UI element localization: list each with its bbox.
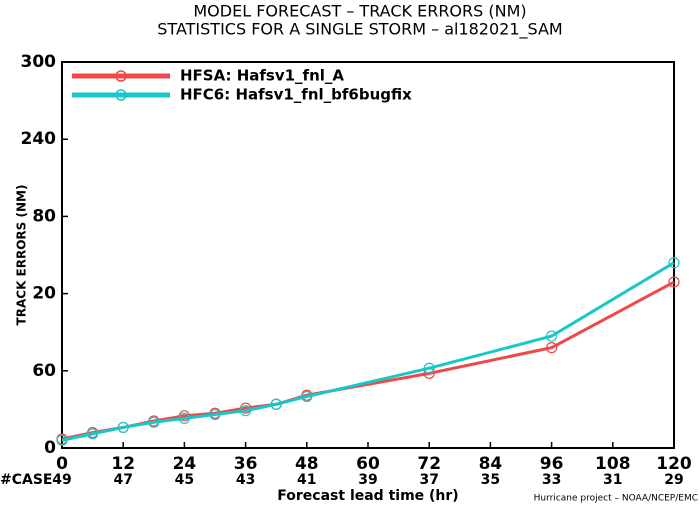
data-point [148, 416, 160, 428]
data-point [301, 390, 313, 403]
data-point [117, 421, 129, 434]
case-count: 43 [236, 472, 255, 488]
y-tick-label: 300 [21, 52, 57, 72]
series-line [61, 261, 675, 442]
plot-frame [61, 61, 675, 449]
case-count: 41 [297, 472, 316, 488]
x-tick-label: 48 [295, 454, 319, 474]
case-count: 39 [358, 472, 377, 488]
case-count: 29 [664, 472, 683, 488]
y-tick-label: 80 [32, 206, 56, 226]
x-tick-label: 60 [356, 454, 380, 474]
footnote: Hurricane project – NOAA/NCEP/EMC [534, 494, 698, 504]
case-count: 45 [175, 472, 194, 488]
y-tick-label: 60 [32, 361, 56, 381]
case-count: 47 [113, 472, 132, 488]
data-point [668, 257, 680, 269]
legend-label: HFC6: Hafsv1_fnl_bf6bugfix [180, 86, 412, 104]
legend-label: HFSA: Hafsv1_fnl_A [180, 67, 344, 85]
case-count: 49 [52, 472, 71, 488]
case-count: 37 [419, 472, 438, 488]
x-tick-label: 120 [656, 454, 692, 474]
data-point [178, 412, 190, 425]
x-tick-label: 12 [111, 454, 135, 474]
data-point [545, 330, 558, 342]
x-axis-label: Forecast lead time (hr) [277, 488, 458, 504]
case-label: #CASE [0, 472, 53, 488]
x-tick-label: 72 [417, 454, 441, 474]
data-point [545, 342, 558, 354]
data-point [178, 410, 190, 422]
case-count: 31 [603, 472, 622, 488]
legend-marker [115, 70, 127, 82]
data-point [668, 276, 680, 288]
data-point [270, 398, 282, 410]
data-point [86, 428, 99, 440]
x-tick-label: 84 [479, 454, 503, 474]
data-point [423, 362, 435, 374]
data-point [209, 408, 221, 421]
data-point [56, 434, 68, 446]
y-tick-label: 240 [21, 129, 57, 149]
case-count: 33 [542, 472, 561, 488]
x-tick-label: 0 [56, 454, 68, 474]
x-tick-label: 24 [173, 454, 197, 474]
y-axis-label: TRACK ERRORS (NM) [15, 185, 29, 326]
case-count: 35 [481, 472, 500, 488]
legend-marker [115, 89, 127, 101]
x-tick-label: 108 [595, 454, 631, 474]
chart-title: MODEL FORECAST – TRACK ERRORS (NM) [193, 2, 526, 21]
data-point [240, 405, 252, 417]
chart-subtitle: STATISTICS FOR A SINGLE STORM – al182021… [157, 20, 562, 40]
x-tick-label: 36 [234, 454, 258, 474]
y-tick-label: 20 [32, 284, 56, 304]
x-tick-label: 96 [540, 454, 564, 474]
y-tick-label: 0 [44, 438, 56, 458]
